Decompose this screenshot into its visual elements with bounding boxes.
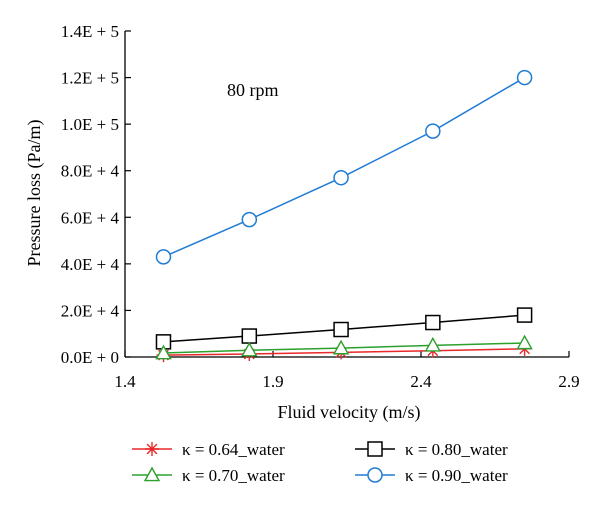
annotation-speed: 80 rpm <box>227 80 279 100</box>
y-tick-label: 4.0E + 4 <box>61 255 120 274</box>
legend-item-4: κ = 0.90_water <box>355 466 508 485</box>
y-tick-label: 6.0E + 4 <box>61 208 120 227</box>
series-3-point <box>516 334 533 350</box>
x-tick-label: 1.9 <box>262 372 283 391</box>
series-4-point <box>333 169 349 186</box>
legend-marker <box>143 466 161 482</box>
series-3-point <box>155 344 172 360</box>
series-4-point <box>425 123 441 139</box>
series-2-point <box>516 307 533 323</box>
y-tick-label: 1.2E + 5 <box>61 69 119 88</box>
x-axis-title: Fluid velocity (m/s) <box>278 402 421 423</box>
y-tick-label: 1.4E + 5 <box>61 22 119 41</box>
y-tick-label: 1.0E + 5 <box>61 115 119 134</box>
series-2-point <box>425 314 441 331</box>
series-2 <box>155 307 533 350</box>
legend-label: κ = 0.70_water <box>182 466 285 485</box>
legend-item-1: κ = 0.64_water <box>132 440 285 459</box>
legend-item-2: κ = 0.80_water <box>355 440 508 459</box>
y-axis-title: Pressure loss (Pa/m) <box>24 120 45 267</box>
series-3-point <box>332 339 350 355</box>
legend-item-3: κ = 0.70_water <box>132 466 285 485</box>
legend-marker <box>145 442 159 456</box>
series-4 <box>155 69 533 265</box>
y-tick-label: 0.0E + 0 <box>61 348 119 367</box>
series-4-point <box>516 69 533 86</box>
series-2-point <box>333 321 349 338</box>
y-tick-label: 2.0E + 4 <box>61 301 120 320</box>
legend-marker <box>367 441 383 457</box>
legend-marker <box>367 467 383 483</box>
series-4-line <box>163 76 525 258</box>
x-tick-label: 2.4 <box>410 372 432 391</box>
series-4-point <box>241 211 258 228</box>
y-tick-label: 8.0E + 4 <box>61 162 120 181</box>
legend-label: κ = 0.80_water <box>405 440 508 459</box>
series-3 <box>155 334 533 360</box>
series-3-point <box>241 341 258 357</box>
series-4-point <box>155 249 172 265</box>
legend-label: κ = 0.90_water <box>405 466 508 485</box>
x-tick-label: 2.9 <box>558 372 579 391</box>
legend-label: κ = 0.64_water <box>182 440 285 459</box>
series-2-point <box>241 328 258 344</box>
series-3-point <box>424 336 442 352</box>
x-tick-label: 1.4 <box>114 372 136 391</box>
